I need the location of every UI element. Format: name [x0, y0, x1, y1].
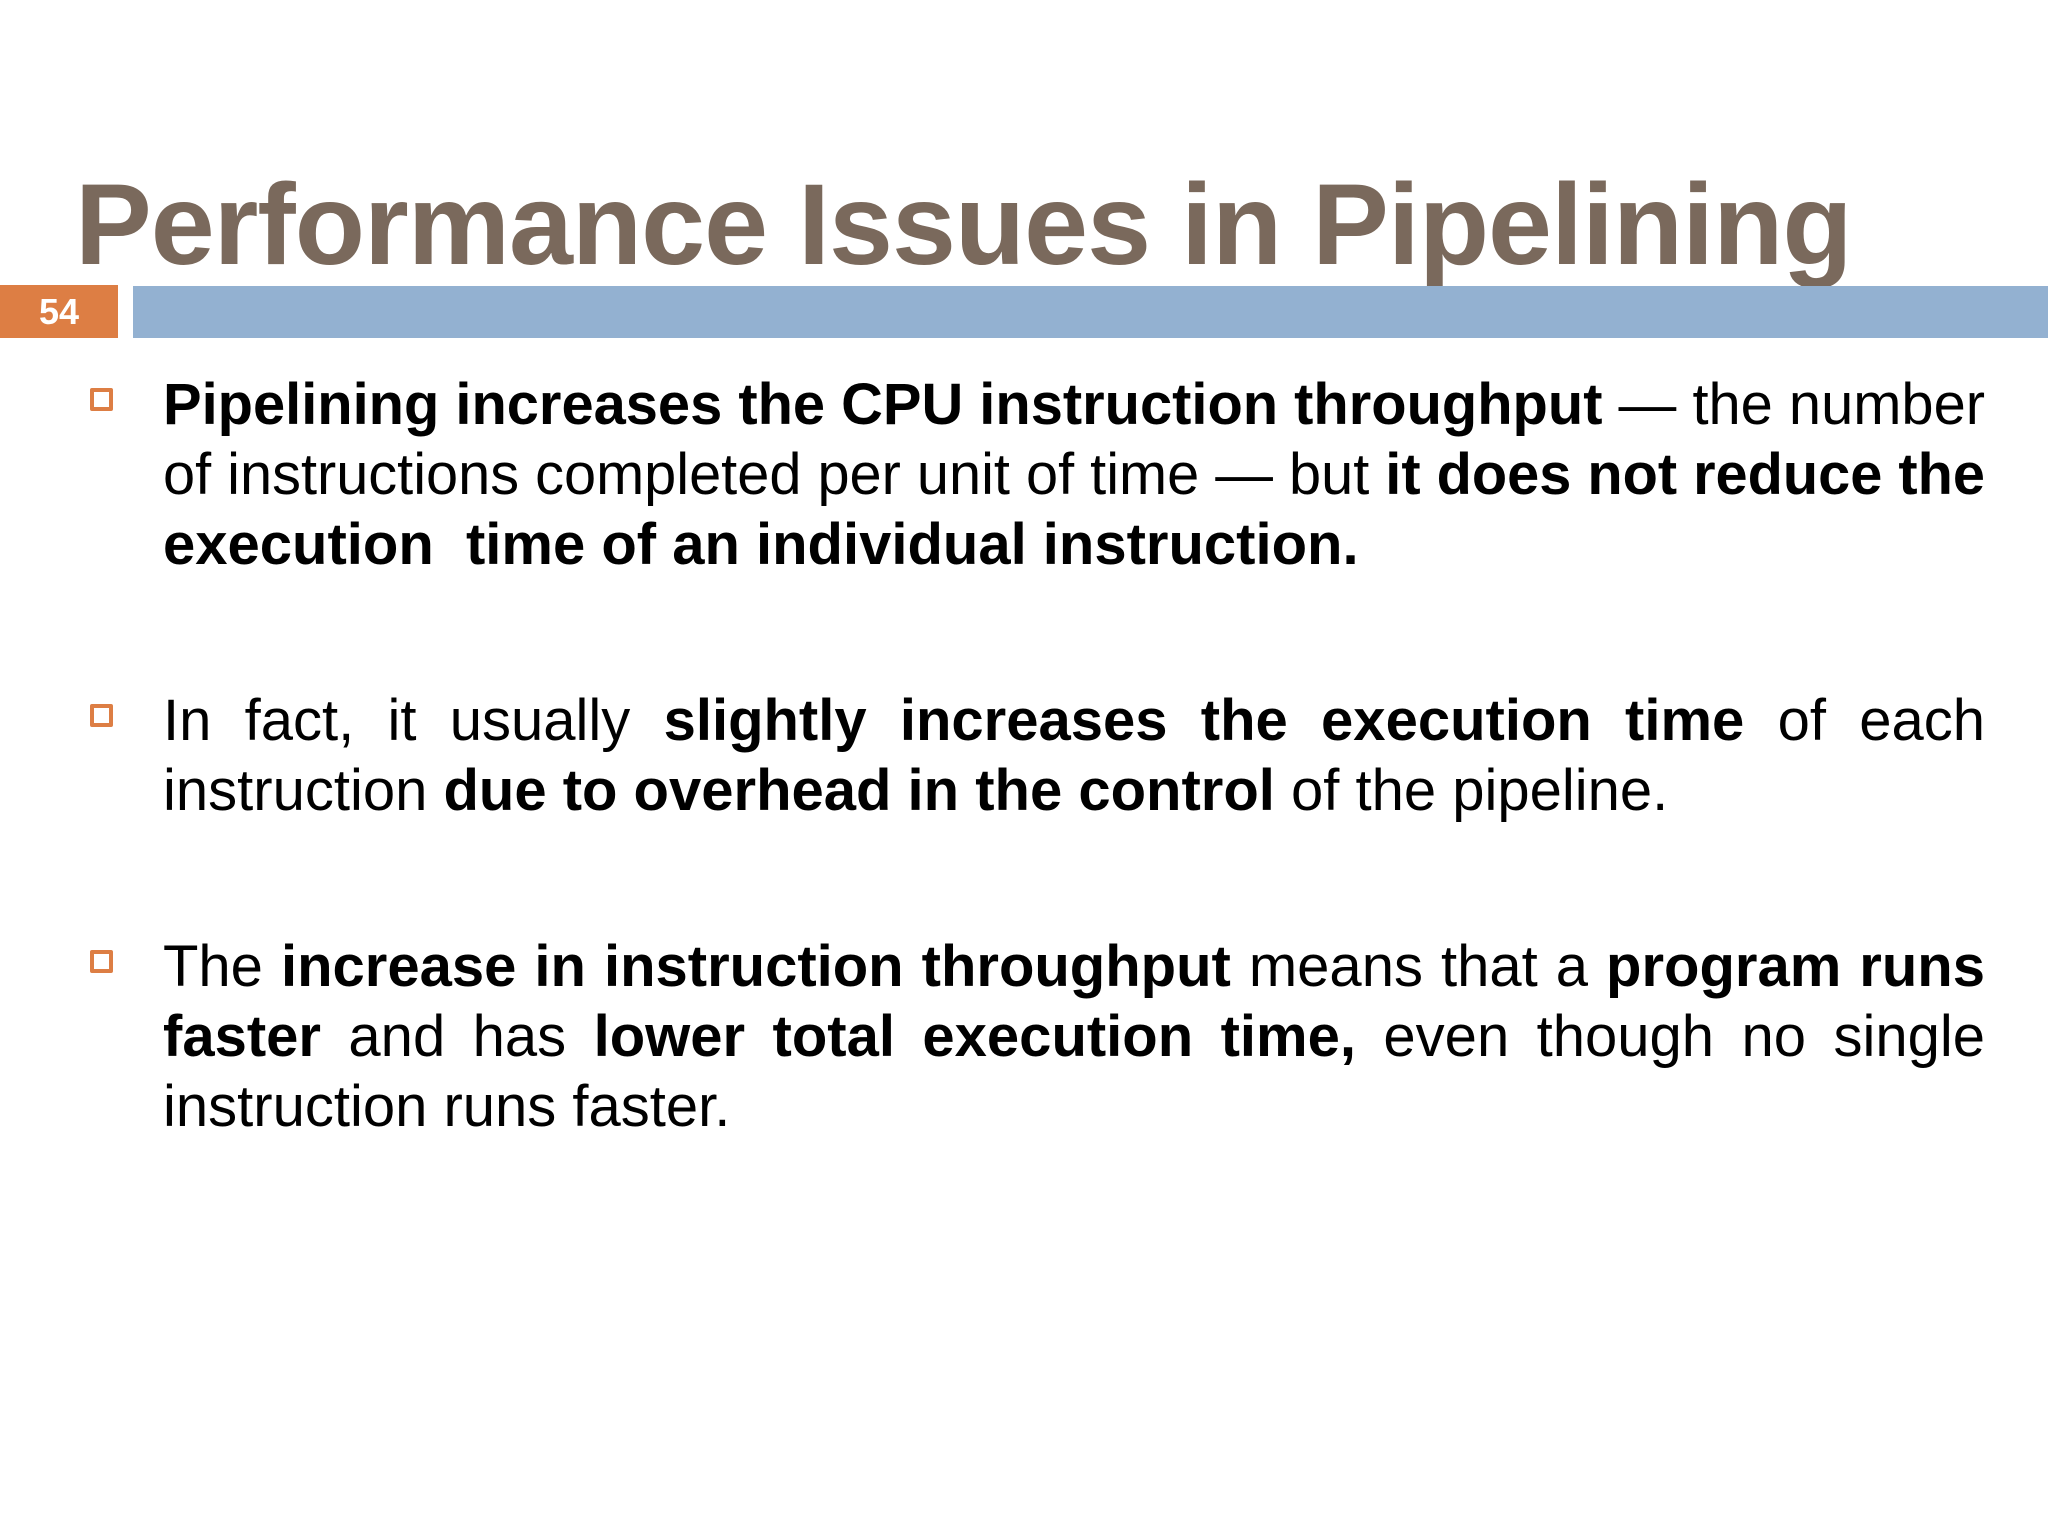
bullet-line-text: faster and has lower total execution tim… — [163, 1002, 1985, 1072]
text-segment: instruction — [163, 758, 444, 823]
bullet-item: Pipelining increases the CPU instruction… — [90, 370, 1985, 580]
bullet-lines: Pipelining increases the CPU instruction… — [163, 370, 1985, 580]
bullet-line-text: In fact, it usually slightly increases t… — [163, 686, 1985, 756]
bullet-lines: In fact, it usually slightly increases t… — [163, 686, 1985, 826]
bullet-list: Pipelining increases the CPU instruction… — [90, 370, 1985, 1142]
text-segment: of each — [1744, 688, 1985, 753]
page-number-badge: 54 — [0, 285, 118, 338]
text-segment: and has — [320, 1004, 594, 1069]
bold-text-segment: faster — [163, 1004, 321, 1069]
hollow-square-bullet-icon — [90, 704, 113, 727]
bullet-line: In fact, it usually slightly increases t… — [163, 686, 1985, 756]
bold-text-segment: increase in instruction throughput — [280, 934, 1231, 999]
bullet-line-text: instruction due to overhead in the contr… — [163, 756, 1668, 826]
bullet-line-text: The increase in instruction throughput m… — [163, 932, 1985, 1002]
hollow-square-bullet-icon — [90, 388, 113, 411]
bullet-item: The increase in instruction throughput m… — [90, 932, 1985, 1142]
bullet-line-text: of instructions completed per unit of ti… — [163, 440, 1985, 510]
bullet-lines: The increase in instruction throughput m… — [163, 932, 1985, 1142]
hollow-square-bullet-icon — [90, 950, 113, 973]
bullet-line-text: instruction runs faster. — [163, 1072, 730, 1142]
bullet-line: Pipelining increases the CPU instruction… — [163, 370, 1985, 440]
text-segment: of instructions completed per unit of ti… — [163, 442, 1386, 507]
bold-text-segment: execution time of an individual instruct… — [163, 512, 1359, 577]
bullet-line: faster and has lower total execution tim… — [163, 1002, 1985, 1072]
text-segment: instruction runs faster. — [163, 1074, 731, 1139]
bullet-line-text: Pipelining increases the CPU instruction… — [163, 370, 1985, 440]
bold-text-segment: slightly increases the execution time — [663, 688, 1745, 753]
bold-text-segment: lower total execution time, — [593, 1004, 1356, 1069]
text-segment: The — [163, 934, 281, 999]
bold-text-segment: Pipelining increases the CPU instruction… — [163, 372, 1603, 437]
slide-title: Performance Issues in Pipelining — [75, 161, 1853, 290]
text-segment: — the number — [1602, 372, 1985, 437]
bullet-line: instruction due to overhead in the contr… — [163, 756, 1985, 826]
divider-bar — [133, 286, 2048, 338]
bullet-line: of instructions completed per unit of ti… — [163, 440, 1985, 510]
bold-text-segment: program runs — [1606, 934, 1985, 999]
bullet-line: The increase in instruction throughput m… — [163, 932, 1985, 1002]
page-number: 54 — [38, 290, 80, 332]
text-segment: of the pipeline. — [1274, 758, 1669, 823]
text-segment: even though no single — [1355, 1004, 1985, 1069]
text-segment: means that a — [1230, 934, 1607, 999]
bullet-item: In fact, it usually slightly increases t… — [90, 686, 1985, 826]
bullet-line: execution time of an individual instruct… — [163, 510, 1985, 580]
bold-text-segment: it does not reduce the — [1385, 442, 1985, 507]
bold-text-segment: due to overhead in the control — [443, 758, 1275, 823]
text-segment: In fact, it usually — [163, 688, 664, 753]
bullet-line-text: execution time of an individual instruct… — [163, 510, 1359, 580]
bullet-line: instruction runs faster. — [163, 1072, 1985, 1142]
